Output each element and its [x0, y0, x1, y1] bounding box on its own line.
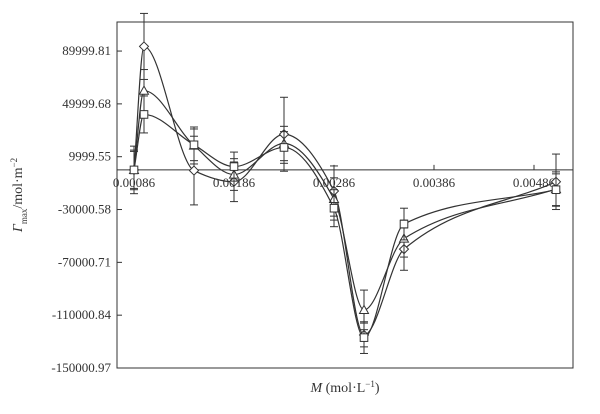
x-tick-label: 0.00386 [413, 175, 456, 190]
series-square [129, 95, 561, 354]
y-tick-label: 49999.68 [62, 96, 111, 111]
data-point-square [359, 333, 369, 342]
data-point-diamond [188, 165, 200, 176]
x-tick-label: 0.00486 [513, 175, 556, 190]
data-point-square [399, 219, 409, 229]
y-tick-label: -30000.58 [58, 202, 111, 217]
data-point-square [279, 143, 289, 152]
y-axis-ticks: 89999.81 49999.68 9999.55 -30000.58 -70000.7… [51, 43, 122, 375]
y-tick-label: -110000.84 [52, 307, 112, 322]
data-point-triangle [358, 304, 370, 314]
data-point-square [189, 140, 199, 150]
y-tick-label: 9999.55 [69, 149, 111, 164]
y-tick-label: 89999.81 [62, 43, 111, 58]
y-tick-label: -70000.71 [58, 254, 111, 269]
data-point-square [139, 110, 149, 119]
y-axis-title: Γmax/mol·m−2 [9, 158, 29, 233]
data-point-diamond [138, 41, 150, 52]
data-point-triangle [138, 85, 150, 95]
plot-frame [116, 21, 574, 369]
series-group [128, 12, 562, 354]
series-line-diamond [133, 45, 557, 336]
data-point-square [329, 203, 339, 213]
data-point-square [129, 165, 139, 175]
data-point-square [551, 185, 561, 195]
data-point-square [229, 162, 239, 171]
x-axis-title: M (mol·L−1) [309, 379, 379, 396]
y-tick-label: -150000.97 [51, 360, 111, 375]
